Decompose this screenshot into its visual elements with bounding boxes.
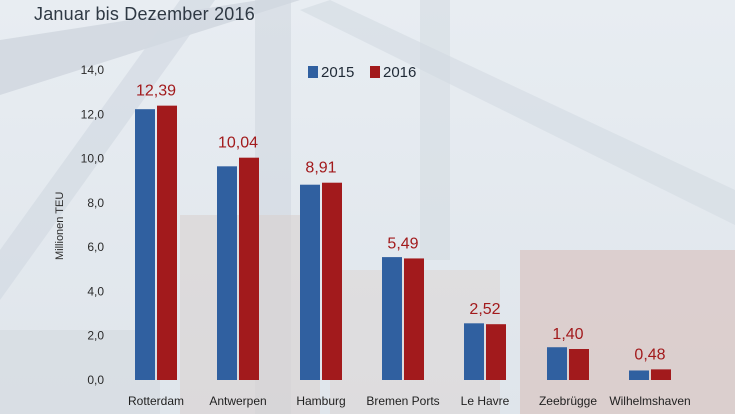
data-label: 5,49 xyxy=(387,235,418,252)
legend-label-2015: 2015 xyxy=(321,64,354,81)
legend: 2015 2016 xyxy=(308,64,416,81)
data-label: 10,04 xyxy=(218,135,258,152)
category-label: Hamburg xyxy=(296,394,345,408)
bar-2016 xyxy=(651,369,671,380)
category-label: Zeebrügge xyxy=(539,394,597,408)
data-label: 1,40 xyxy=(552,326,583,343)
legend-label-2016: 2016 xyxy=(383,64,416,81)
bar-2016 xyxy=(486,324,506,380)
data-label: 12,39 xyxy=(136,83,176,100)
y-axis-label: Millionen TEU xyxy=(54,192,66,260)
bar-2015 xyxy=(464,323,484,380)
category-label: Wilhelmshaven xyxy=(609,394,690,408)
y-tick-label: 2,0 xyxy=(87,329,104,343)
y-tick-label: 10,0 xyxy=(81,152,105,166)
bar-2016 xyxy=(239,157,259,380)
bar-2015 xyxy=(629,370,649,380)
bar-2016 xyxy=(569,349,589,380)
bar-2015 xyxy=(382,257,402,380)
legend-swatch-2015 xyxy=(308,66,318,78)
y-axis: 0,0 2,0 4,0 6,0 8,0 10,0 12,0 14,0 xyxy=(81,63,105,387)
y-tick-label: 12,0 xyxy=(81,107,105,121)
chart-subtitle: Januar bis Dezember 2016 xyxy=(34,4,255,24)
y-tick-label: 6,0 xyxy=(87,240,104,254)
data-label: 2,52 xyxy=(469,301,500,318)
category-label: Antwerpen xyxy=(209,394,266,408)
y-tick-label: 8,0 xyxy=(87,196,104,210)
category-labels: Rotterdam Antwerpen Hamburg Bremen Ports Le … xyxy=(128,394,691,408)
bar-2015 xyxy=(217,166,237,380)
bars xyxy=(135,105,671,381)
legend-swatch-2016 xyxy=(370,66,380,78)
data-labels: 12,39 10,04 8,91 5,49 2,52 1,40 0,48 xyxy=(136,83,666,364)
bar-2016 xyxy=(157,105,177,381)
category-label: Rotterdam xyxy=(128,394,184,408)
bar-2015 xyxy=(547,347,567,380)
y-tick-label: 0,0 xyxy=(87,373,104,387)
y-tick-label: 14,0 xyxy=(81,63,105,77)
category-label: Bremen Ports xyxy=(366,394,439,408)
bar-2016 xyxy=(322,182,342,380)
data-label: 8,91 xyxy=(305,160,336,177)
bar-2015 xyxy=(135,109,155,380)
category-label: Le Havre xyxy=(461,394,510,408)
y-tick-label: 4,0 xyxy=(87,284,104,298)
bar-2016 xyxy=(404,258,424,380)
data-label: 0,48 xyxy=(634,346,665,363)
bar-2015 xyxy=(300,184,320,380)
